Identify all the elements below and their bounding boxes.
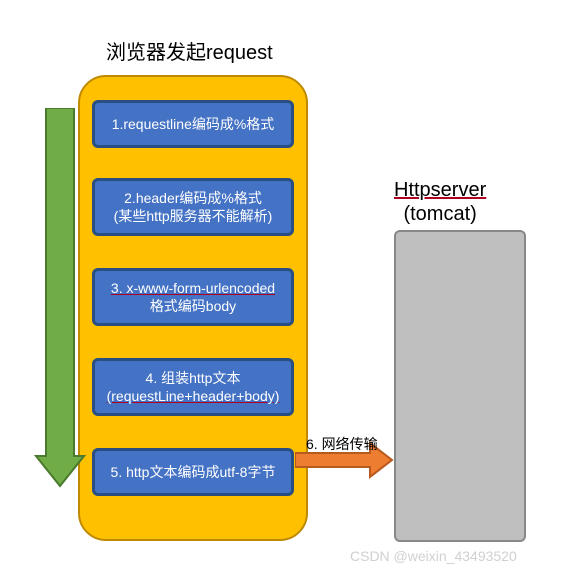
step-1-text: 1.requestline编码成%格式	[112, 115, 275, 133]
server-title: Httpserver (tomcat)	[394, 178, 486, 226]
step-4-text-a: 4. 组装http文本	[146, 369, 241, 387]
server-title-line2: (tomcat)	[403, 203, 476, 225]
server-box	[394, 230, 526, 542]
step-1: 1.requestline编码成%格式	[92, 100, 294, 148]
step-2-text-a: 2.header编码成%格式	[124, 189, 262, 207]
step-5: 5. http文本编码成utf-8字节	[92, 448, 294, 496]
step-4-text-b: (requestLine+header+body)	[107, 387, 280, 405]
step-2-text-b: (某些http服务器不能解析)	[114, 207, 273, 225]
network-label: 6. 网络传输	[306, 434, 378, 454]
server-title-line1: Httpserver	[394, 179, 486, 201]
watermark: CSDN @weixin_43493520	[350, 548, 517, 564]
step-3-text-b: 格式编码body	[150, 297, 236, 315]
flow-down-arrow	[34, 108, 86, 488]
step-3-text-a: 3. x-www-form-urlencoded	[111, 279, 275, 297]
step-3: 3. x-www-form-urlencoded 格式编码body	[92, 268, 294, 326]
step-2: 2.header编码成%格式 (某些http服务器不能解析)	[92, 178, 294, 236]
step-5-text: 5. http文本编码成utf-8字节	[111, 463, 276, 481]
step-4: 4. 组装http文本 (requestLine+header+body)	[92, 358, 294, 416]
browser-title: 浏览器发起request	[106, 36, 273, 65]
